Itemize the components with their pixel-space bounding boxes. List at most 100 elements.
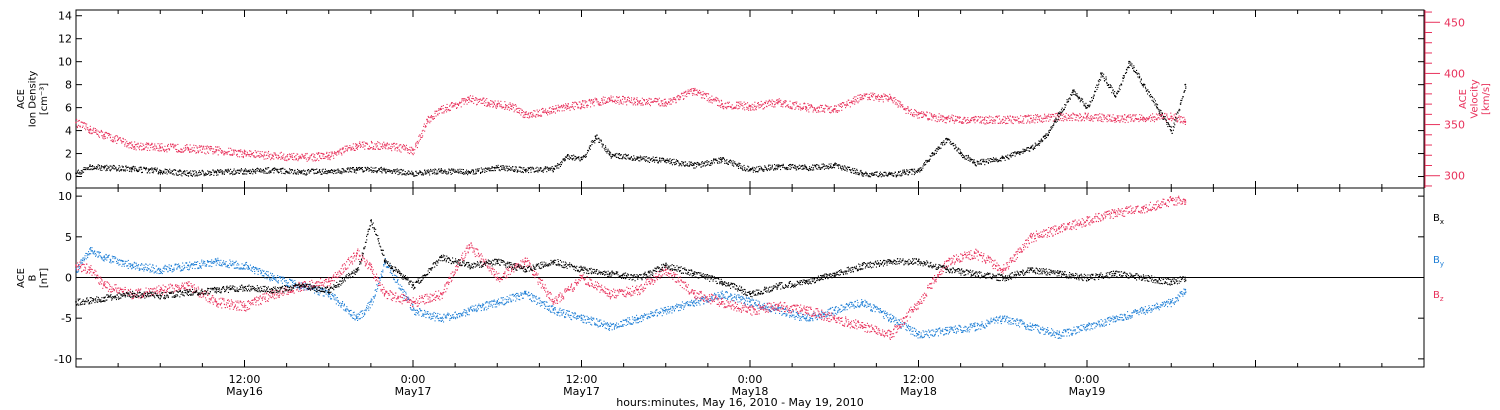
bz-point — [1184, 199, 1187, 202]
density-point — [1058, 112, 1060, 115]
density-point — [917, 169, 920, 172]
by-point — [917, 333, 920, 336]
bz-point — [945, 260, 948, 263]
bx-point — [159, 294, 162, 297]
bx-point — [1086, 276, 1088, 279]
legend-bz: Bz — [1433, 290, 1444, 303]
x-tick-time-label: 0:00 — [738, 373, 763, 386]
bx-point — [945, 268, 948, 271]
bx-point — [889, 260, 892, 263]
bz-dots — [76, 195, 1187, 340]
density-point — [636, 157, 639, 160]
density-point — [959, 152, 962, 155]
bx-point — [636, 276, 639, 279]
by-point — [692, 301, 695, 303]
by-point — [721, 292, 723, 295]
velocity-point — [833, 108, 836, 111]
bz-point — [159, 288, 162, 291]
bx-point — [370, 219, 372, 222]
density-point — [243, 169, 246, 172]
density-point — [594, 135, 597, 138]
by-point — [1142, 309, 1145, 311]
by-point — [103, 256, 105, 259]
bx-point — [131, 292, 134, 295]
bx-point — [777, 284, 779, 287]
velocity-point — [468, 98, 471, 100]
x-tick-date-label: May18 — [900, 385, 937, 398]
bz-point — [187, 284, 190, 287]
velocity-point — [1114, 117, 1116, 120]
bx-point — [861, 264, 864, 267]
density-point — [327, 169, 330, 172]
bx-point — [973, 272, 976, 275]
y-tick-label: 4 — [65, 125, 72, 138]
density-point — [664, 159, 667, 162]
velocity-point — [412, 149, 414, 152]
density-point — [412, 172, 414, 175]
bx-point — [1142, 276, 1145, 279]
bz-point — [721, 301, 723, 303]
density-point — [889, 173, 892, 176]
bz-point — [355, 252, 358, 255]
velocity-point — [692, 89, 695, 92]
density-point — [1100, 72, 1102, 75]
bz-point — [1029, 235, 1032, 238]
density-point — [1086, 106, 1088, 109]
velocity-point — [552, 108, 555, 111]
x-tick-date-label: May17 — [563, 385, 600, 398]
velocity-point — [1029, 117, 1032, 120]
density-point — [1184, 83, 1187, 86]
y-tick-label: 14 — [58, 10, 72, 23]
by-point — [833, 309, 836, 311]
velocity-point — [945, 117, 948, 120]
density-point — [440, 169, 442, 172]
bx-point — [187, 291, 190, 293]
velocity-point — [496, 103, 499, 105]
velocity-point — [103, 133, 105, 136]
velocity-point — [973, 118, 976, 121]
velocity-point — [1086, 115, 1088, 118]
density-point — [1044, 135, 1046, 138]
legend-by: By — [1433, 255, 1444, 268]
velocity-point — [889, 97, 892, 99]
velocity-point — [721, 103, 723, 105]
by-point — [805, 317, 808, 320]
x-tick-date-label: May19 — [1069, 385, 1106, 398]
bx-point — [355, 268, 358, 271]
bx-point — [1170, 280, 1173, 283]
bx-point — [103, 296, 105, 299]
density-point — [355, 168, 358, 171]
by-point — [412, 309, 414, 311]
bz-point — [777, 305, 779, 307]
bz-point — [833, 317, 836, 320]
bz-point — [608, 292, 611, 295]
by-point — [1058, 333, 1060, 336]
bx-point — [552, 260, 555, 263]
by-dots — [76, 247, 1187, 339]
velocity-point — [524, 113, 527, 116]
y-tick-label: 0 — [65, 171, 72, 184]
velocity-point — [664, 101, 667, 103]
magnetic-field-panel: -10 -5 0 5 10 ACEB[nT] Bx By Bz — [16, 187, 1444, 368]
by-point — [271, 276, 274, 279]
bx-point — [1001, 276, 1004, 279]
velocity-point — [636, 100, 639, 102]
density-point — [384, 168, 386, 171]
bx-point — [608, 272, 611, 275]
bx-point — [1114, 272, 1116, 275]
density-point — [1001, 157, 1004, 160]
velocity-point — [861, 95, 864, 97]
velocity-point — [327, 154, 330, 157]
bx-point — [664, 264, 667, 267]
by-point — [945, 329, 948, 332]
bz-point — [243, 305, 246, 307]
legend-bx: Bx — [1433, 213, 1444, 226]
density-point — [215, 171, 218, 173]
bx-point — [1184, 276, 1187, 279]
density-point — [833, 164, 836, 166]
y-tick-label: 10 — [58, 190, 72, 203]
bz-point — [215, 301, 218, 303]
velocity-point — [1170, 115, 1173, 118]
velocity-point — [271, 154, 274, 157]
bz-point — [468, 244, 471, 246]
